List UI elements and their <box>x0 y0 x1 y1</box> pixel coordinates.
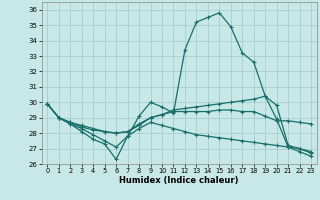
X-axis label: Humidex (Indice chaleur): Humidex (Indice chaleur) <box>119 176 239 185</box>
